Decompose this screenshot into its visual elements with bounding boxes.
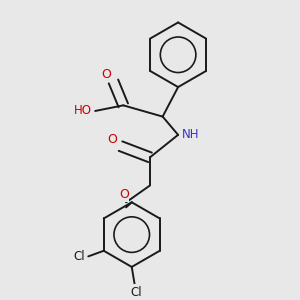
Text: O: O [108, 134, 118, 146]
Text: O: O [119, 188, 129, 201]
Text: O: O [101, 68, 111, 81]
Text: Cl: Cl [130, 286, 142, 299]
Text: Cl: Cl [74, 250, 85, 263]
Text: NH: NH [182, 128, 200, 141]
Text: HO: HO [74, 104, 92, 118]
